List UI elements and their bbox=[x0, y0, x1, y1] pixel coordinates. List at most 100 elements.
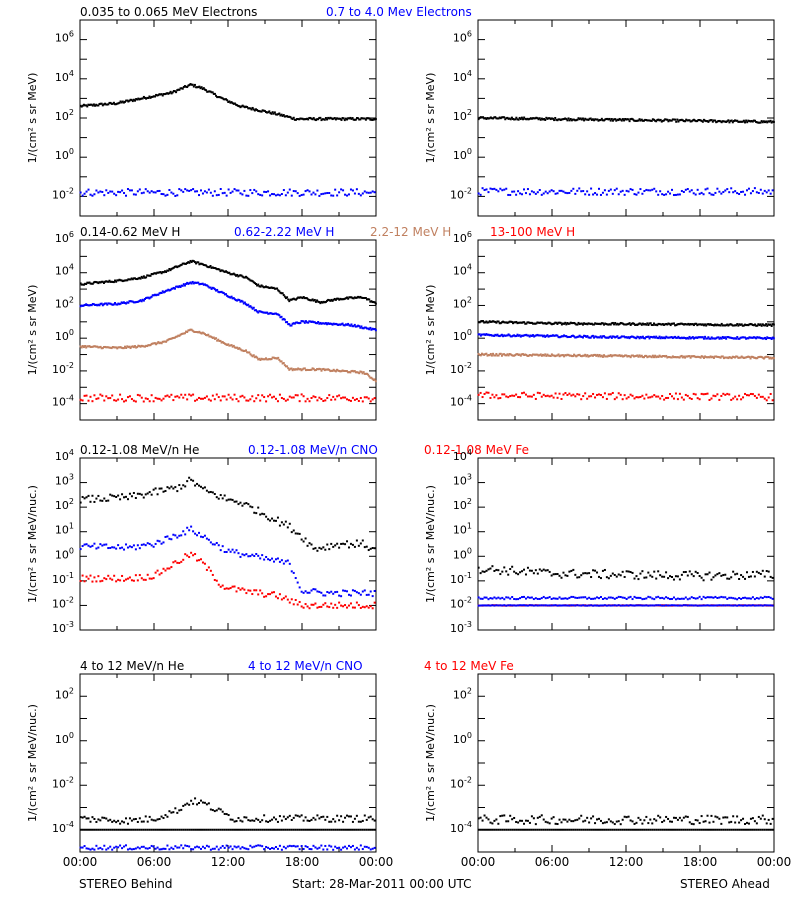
data-point bbox=[273, 395, 276, 398]
data-point bbox=[186, 554, 189, 557]
data-point bbox=[198, 396, 201, 399]
data-point bbox=[111, 280, 114, 283]
data-point bbox=[487, 333, 490, 336]
data-point bbox=[332, 395, 335, 398]
data-point bbox=[614, 118, 617, 121]
data-point bbox=[720, 121, 723, 124]
data-point bbox=[284, 520, 287, 523]
data-point bbox=[707, 336, 710, 339]
data-point bbox=[328, 820, 331, 823]
data-point bbox=[720, 604, 723, 607]
data-point bbox=[211, 194, 214, 197]
data-point bbox=[580, 604, 583, 607]
data-point bbox=[298, 194, 301, 197]
data-point bbox=[134, 817, 137, 820]
data-point bbox=[676, 828, 679, 831]
data-point bbox=[364, 372, 367, 375]
data-point bbox=[128, 189, 131, 192]
data-point bbox=[517, 334, 520, 337]
data-point bbox=[223, 395, 226, 398]
data-point bbox=[645, 336, 648, 339]
data-point bbox=[671, 188, 674, 191]
data-point bbox=[172, 336, 175, 339]
data-point bbox=[338, 323, 341, 326]
data-point bbox=[722, 120, 725, 123]
data-point bbox=[548, 321, 551, 324]
data-point bbox=[340, 397, 343, 400]
data-point bbox=[178, 484, 181, 487]
data-point bbox=[550, 828, 553, 831]
data-point bbox=[148, 491, 151, 494]
data-point bbox=[255, 552, 258, 555]
data-point bbox=[572, 595, 575, 598]
data-point bbox=[324, 192, 327, 195]
data-point bbox=[729, 119, 732, 122]
data-point bbox=[319, 116, 322, 119]
data-point bbox=[338, 819, 341, 822]
data-point bbox=[558, 321, 561, 324]
data-point bbox=[740, 323, 743, 326]
data-point bbox=[568, 596, 571, 599]
data-point bbox=[665, 571, 668, 574]
data-point bbox=[519, 604, 522, 607]
data-point bbox=[479, 320, 482, 323]
data-point bbox=[353, 606, 356, 609]
data-point bbox=[548, 354, 551, 357]
data-point bbox=[568, 392, 571, 395]
data-point bbox=[106, 346, 109, 349]
data-point bbox=[521, 604, 524, 607]
data-point bbox=[85, 496, 88, 499]
data-point bbox=[215, 579, 218, 582]
data-point bbox=[323, 118, 326, 121]
y-tick-label: 100 bbox=[453, 147, 472, 162]
data-point bbox=[334, 370, 337, 373]
data-point bbox=[601, 597, 604, 600]
data-point bbox=[546, 353, 549, 356]
data-point bbox=[625, 397, 628, 400]
data-point bbox=[767, 120, 770, 123]
data-point bbox=[198, 85, 201, 88]
data-point bbox=[582, 596, 585, 599]
data-point bbox=[274, 519, 277, 522]
data-point bbox=[213, 810, 216, 813]
data-point bbox=[497, 569, 500, 572]
data-point bbox=[590, 576, 593, 579]
data-point bbox=[146, 820, 149, 823]
data-point bbox=[657, 604, 660, 607]
data-point bbox=[738, 323, 741, 326]
data-point bbox=[524, 573, 527, 576]
data-point bbox=[281, 292, 284, 295]
data-point bbox=[321, 322, 324, 325]
data-point bbox=[128, 817, 131, 820]
data-point bbox=[161, 340, 164, 343]
data-point bbox=[83, 497, 86, 500]
data-point bbox=[341, 117, 344, 120]
data-point bbox=[627, 336, 630, 339]
data-point bbox=[195, 262, 198, 265]
data-point bbox=[684, 604, 687, 607]
data-point bbox=[211, 336, 214, 339]
data-point bbox=[340, 828, 343, 831]
data-point bbox=[182, 558, 185, 561]
data-point bbox=[655, 819, 658, 822]
data-point bbox=[254, 283, 257, 286]
data-point bbox=[138, 394, 141, 397]
data-point bbox=[182, 804, 185, 807]
data-point bbox=[306, 544, 309, 547]
data-point bbox=[81, 828, 84, 831]
x-tick-label: 00:00 bbox=[757, 855, 792, 869]
data-point bbox=[700, 604, 703, 607]
data-point bbox=[199, 262, 202, 265]
data-point bbox=[635, 821, 638, 824]
data-point bbox=[637, 336, 640, 339]
data-point bbox=[594, 335, 597, 338]
data-point bbox=[493, 320, 496, 323]
data-point bbox=[655, 190, 658, 193]
data-point bbox=[583, 334, 586, 337]
data-point bbox=[597, 187, 600, 190]
data-point bbox=[81, 846, 84, 849]
data-point bbox=[298, 848, 301, 851]
data-point bbox=[194, 846, 197, 849]
data-point bbox=[671, 118, 674, 121]
data-point bbox=[125, 302, 128, 305]
